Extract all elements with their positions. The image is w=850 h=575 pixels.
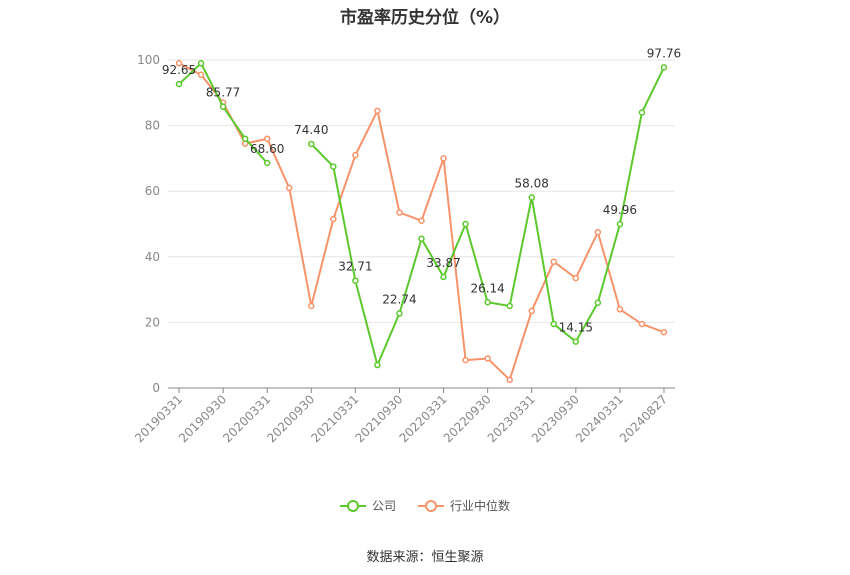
company-point bbox=[572, 338, 580, 345]
company-data-label: 32.71 bbox=[338, 260, 372, 274]
company-point bbox=[219, 103, 227, 110]
company-data-label: 26.14 bbox=[470, 281, 504, 295]
company-point bbox=[396, 310, 403, 317]
legend-company-icon bbox=[339, 499, 366, 512]
company-point bbox=[352, 277, 359, 284]
industry-point bbox=[352, 151, 359, 159]
industry-point bbox=[572, 274, 580, 282]
company-data-label: 49.96 bbox=[603, 203, 637, 217]
industry-point bbox=[285, 184, 293, 192]
company-data-label: 33.87 bbox=[426, 256, 460, 270]
y-tick-label: 80 bbox=[145, 119, 160, 133]
industry-point bbox=[594, 228, 602, 236]
company-point bbox=[528, 194, 535, 201]
company-point bbox=[241, 135, 249, 142]
company-point bbox=[638, 109, 646, 116]
company-point bbox=[550, 320, 558, 328]
x-tick-label: 20240827 bbox=[617, 392, 670, 445]
legend-label-company: 公司 bbox=[371, 499, 396, 513]
industry-point bbox=[506, 376, 513, 384]
company-point bbox=[660, 64, 668, 71]
industry-point bbox=[484, 355, 491, 362]
company-data-label: 14.15 bbox=[559, 321, 593, 335]
industry-point bbox=[308, 302, 315, 310]
company-point bbox=[616, 220, 624, 228]
company-point bbox=[506, 302, 513, 310]
industry-point bbox=[440, 155, 447, 162]
company-data-label: 22.74 bbox=[382, 292, 416, 306]
company-point bbox=[594, 299, 602, 306]
company-point bbox=[263, 159, 271, 167]
company-point bbox=[308, 140, 315, 148]
axis-layer: 0204060801002019033120190930202003312020… bbox=[132, 53, 675, 445]
company-point bbox=[440, 273, 447, 281]
legend-label-industry: 行业中位数 bbox=[450, 499, 511, 513]
industry-point bbox=[418, 217, 425, 224]
company-data-label: 58.08 bbox=[515, 176, 549, 190]
y-tick-label: 40 bbox=[145, 250, 160, 264]
company-point bbox=[330, 163, 337, 170]
company-data-label: 92.65 bbox=[162, 63, 196, 77]
legend-industry-icon bbox=[418, 499, 444, 512]
company-data-label: 68.60 bbox=[250, 142, 284, 156]
y-tick-label: 20 bbox=[145, 315, 160, 329]
legend-item-industry[interactable]: 行业中位数 bbox=[418, 497, 510, 514]
label-layer: 92.65 85.77 68.60 74.40 32.71 22.74 33.87 26.14… bbox=[162, 46, 681, 334]
y-tick-label: 60 bbox=[145, 184, 160, 198]
industry-point bbox=[528, 307, 535, 315]
industry-point bbox=[638, 320, 646, 328]
company-data-label: 97.76 bbox=[647, 46, 681, 60]
y-tick-label: 100 bbox=[137, 53, 160, 67]
legend: 公司 行业中位数 bbox=[0, 497, 850, 514]
industry-point bbox=[330, 215, 337, 223]
industry-point bbox=[396, 209, 403, 216]
company-data-label: 74.40 bbox=[294, 123, 328, 137]
series-layer bbox=[175, 60, 668, 384]
company-point bbox=[484, 299, 491, 306]
company-data-label: 85.77 bbox=[206, 86, 240, 100]
industry-point bbox=[197, 71, 205, 79]
company-point bbox=[197, 60, 205, 67]
source-note: 数据来源：恒生聚源 bbox=[366, 550, 484, 565]
industry-point bbox=[660, 328, 668, 336]
grid-layer bbox=[168, 59, 675, 323]
industry-point bbox=[263, 135, 271, 142]
line-chart: 0204060801002019033120190930202003312020… bbox=[132, 46, 681, 445]
company-point bbox=[418, 235, 425, 243]
company-point bbox=[374, 361, 381, 369]
company-point bbox=[175, 80, 183, 88]
chart-title: 市盈率历史分位（%） bbox=[339, 8, 511, 28]
legend-item-company[interactable]: 公司 bbox=[339, 497, 396, 514]
industry-point bbox=[550, 258, 558, 265]
y-tick-label: 0 bbox=[152, 381, 160, 395]
industry-point bbox=[616, 306, 624, 313]
industry-point bbox=[175, 60, 183, 67]
company-point bbox=[462, 220, 469, 228]
industry-point bbox=[462, 356, 469, 364]
industry-point bbox=[374, 107, 381, 115]
